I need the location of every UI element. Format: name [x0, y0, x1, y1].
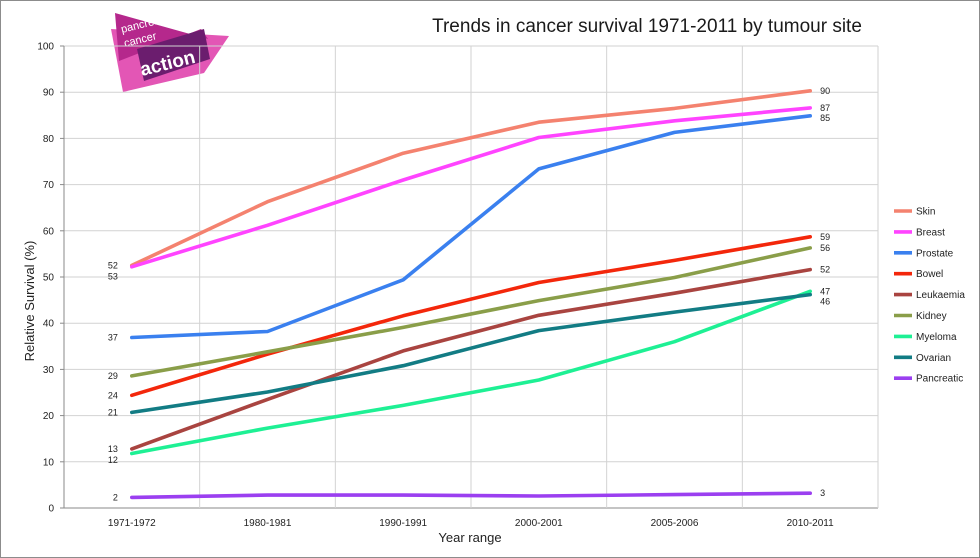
y-tick-label: 40	[43, 319, 55, 330]
x-axis-label: Year range	[438, 530, 501, 545]
y-tick-label: 60	[43, 226, 55, 237]
legend-label-pancreatic: Pancreatic	[916, 374, 963, 385]
logo-shape-front	[137, 29, 210, 81]
y-tick-label: 100	[37, 42, 54, 53]
legend-label-breast: Breast	[916, 227, 945, 238]
end-data-label: 87	[820, 103, 830, 113]
series-line-skin	[130, 89, 813, 268]
legend: Skin Breast Prostate Bowel Leukaemia Kidney My…	[894, 207, 965, 385]
chart-title: Trends in cancer survival 1971-2011 by t…	[432, 16, 862, 37]
y-tick-label: 30	[43, 365, 55, 376]
y-tick-label: 90	[43, 88, 55, 99]
series-line-bowel	[130, 235, 813, 398]
start-data-label: 52	[108, 260, 118, 270]
legend-label-prostate: Prostate	[916, 248, 954, 259]
gridlines	[63, 45, 879, 509]
legend-label-ovarian: Ovarian	[916, 353, 951, 364]
end-data-label: 85	[820, 113, 830, 123]
x-tick-label: 2010-2011	[787, 518, 835, 529]
y-tick-label: 80	[43, 134, 55, 145]
start-data-label: 24	[108, 390, 118, 400]
series-line-pancreatic	[130, 491, 813, 500]
y-tick-label: 20	[43, 411, 55, 422]
series-line-myeloma	[130, 289, 813, 456]
x-tick-label: 1971-1972	[108, 518, 156, 529]
x-tick-label: 1990-1991	[379, 518, 427, 529]
start-data-label: 2	[113, 492, 118, 502]
y-tick-label: 50	[43, 273, 55, 284]
series-line-kidney	[130, 246, 813, 378]
y-tick-label: 70	[43, 180, 55, 191]
series-line-prostate	[130, 114, 813, 340]
legend-label-leukaemia: Leukaemia	[916, 290, 965, 301]
series-line-ovarian	[130, 292, 813, 415]
start-data-label: 12	[108, 455, 118, 465]
end-data-label: 90	[820, 86, 830, 96]
series-lines	[130, 89, 813, 500]
end-data-label: 47	[820, 286, 830, 296]
end-data-label: 52	[820, 265, 830, 275]
legend-label-skin: Skin	[916, 207, 935, 218]
end-data-label: 59	[820, 232, 830, 242]
series-line-leukaemia	[130, 267, 813, 451]
start-data-label: 53	[108, 271, 118, 281]
start-data-label: 13	[108, 444, 118, 454]
x-tick-label: 1980-1981	[244, 518, 292, 529]
legend-label-bowel: Bowel	[916, 269, 943, 280]
start-data-label: 29	[108, 371, 118, 381]
pancreatic-cancer-action-logo: pancreatic cancer action	[111, 12, 229, 92]
axes: 0 10 20 30 40 50 60 70 80 90 100 1971-1972 1980-1981…	[37, 42, 834, 530]
y-tick-label: 10	[43, 457, 55, 468]
legend-label-myeloma: Myeloma	[916, 332, 957, 343]
legend-label-kidney: Kidney	[916, 311, 947, 322]
end-data-label: 3	[820, 488, 825, 498]
end-data-label: 46	[820, 296, 830, 306]
y-axis-label: Relative Survival (%)	[22, 241, 37, 362]
x-tick-label: 2000-2001	[515, 518, 563, 529]
start-data-label: 37	[108, 333, 118, 343]
y-tick-label: 0	[48, 504, 54, 515]
series-line-breast	[130, 106, 813, 269]
end-data-label: 56	[820, 243, 830, 253]
start-data-label: 21	[108, 407, 118, 417]
x-tick-label: 2005-2006	[651, 518, 699, 529]
